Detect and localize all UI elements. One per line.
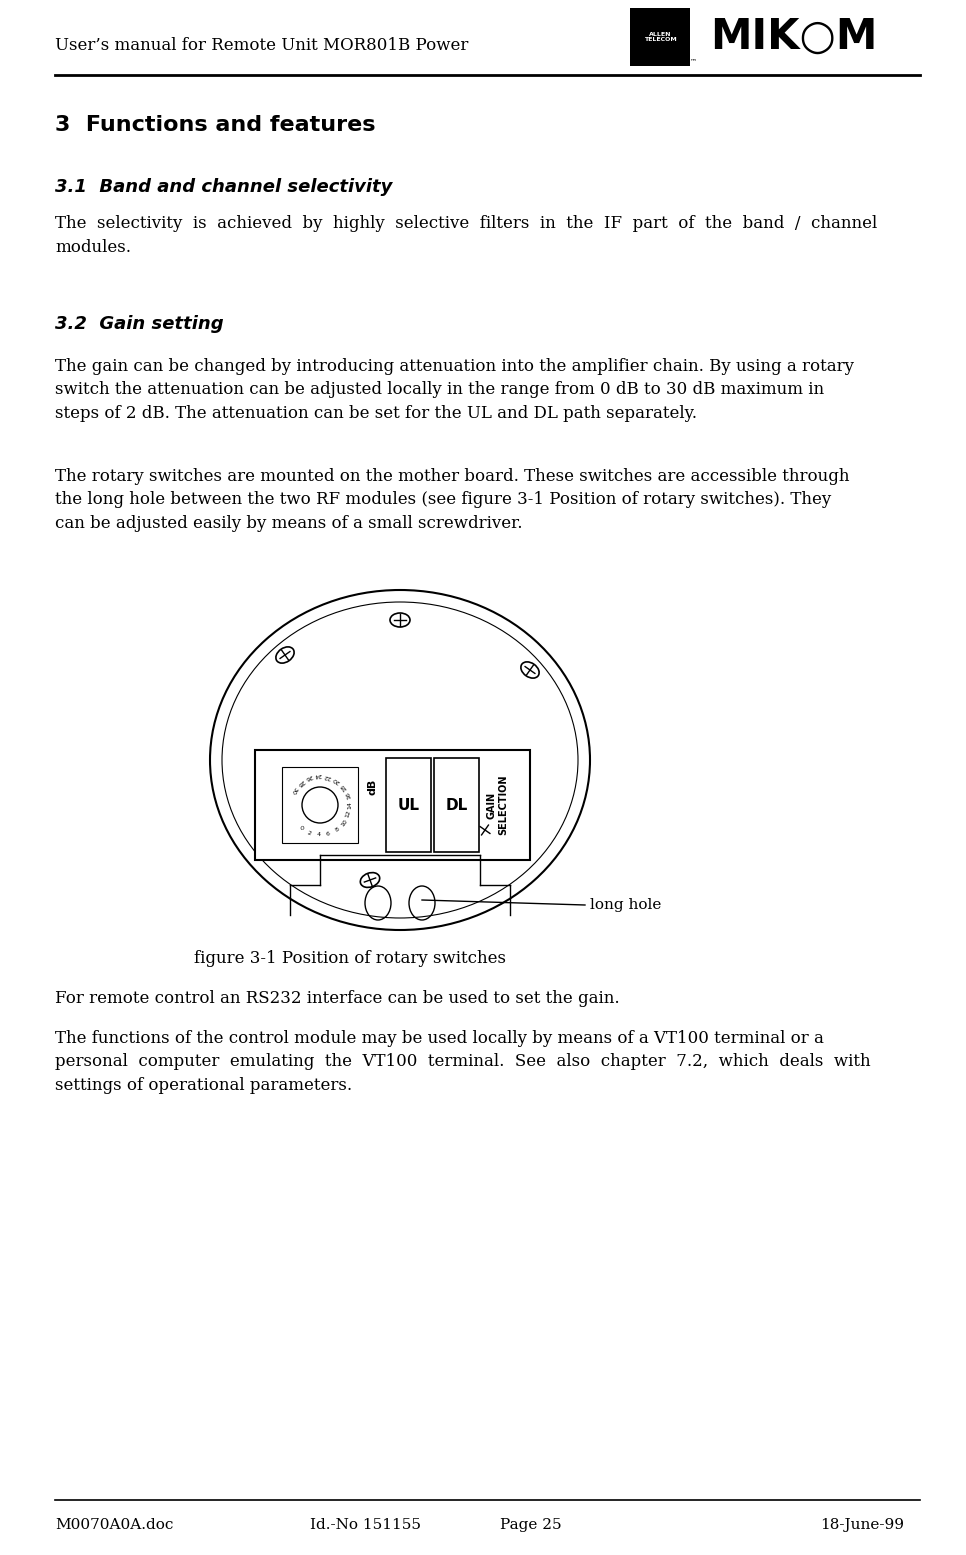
Text: 14: 14 xyxy=(348,801,353,809)
Text: 0: 0 xyxy=(298,824,304,830)
Text: For remote control an RS232 interface can be used to set the gain.: For remote control an RS232 interface ca… xyxy=(55,991,619,1008)
Text: 3  Functions and features: 3 Functions and features xyxy=(55,115,376,135)
Text: 24: 24 xyxy=(314,773,322,778)
Text: DL: DL xyxy=(445,798,468,813)
Text: 4: 4 xyxy=(317,832,321,838)
Text: 18-June-99: 18-June-99 xyxy=(820,1518,904,1532)
Text: 3.1  Band and channel selectivity: 3.1 Band and channel selectivity xyxy=(55,177,392,196)
Text: 3.2  Gain setting: 3.2 Gain setting xyxy=(55,316,223,333)
Text: 6: 6 xyxy=(326,830,330,837)
Text: The functions of the control module may be used locally by means of a VT100 term: The functions of the control module may … xyxy=(55,1029,870,1095)
Text: 10: 10 xyxy=(340,818,349,827)
Text: figure 3-1 Position of rotary switches: figure 3-1 Position of rotary switches xyxy=(194,950,506,967)
Bar xyxy=(386,757,431,852)
Text: MIK○M: MIK○M xyxy=(710,16,877,58)
Text: M0070A0A.doc: M0070A0A.doc xyxy=(55,1518,173,1532)
Text: long hole: long hole xyxy=(590,897,662,911)
Text: 22: 22 xyxy=(323,773,332,779)
Text: 12: 12 xyxy=(345,810,353,819)
Text: The  selectivity  is  achieved  by  highly  selective  filters  in  the  IF  par: The selectivity is achieved by highly se… xyxy=(55,215,877,255)
Text: dB: dB xyxy=(367,779,377,795)
Text: The gain can be changed by introducing attenuation into the amplifier chain. By : The gain can be changed by introducing a… xyxy=(55,358,854,421)
Text: 16: 16 xyxy=(345,790,352,799)
Bar xyxy=(255,750,530,860)
Text: 28: 28 xyxy=(296,778,305,787)
Bar xyxy=(630,8,690,65)
Text: 20: 20 xyxy=(332,776,341,784)
Bar xyxy=(434,757,479,852)
Text: UL: UL xyxy=(397,798,419,813)
Text: User’s manual for Remote Unit MOR801B Power: User’s manual for Remote Unit MOR801B Po… xyxy=(55,36,469,53)
Text: 18: 18 xyxy=(339,782,348,791)
Bar xyxy=(282,767,358,843)
Text: Page 25: Page 25 xyxy=(500,1518,561,1532)
Text: ™: ™ xyxy=(690,58,697,64)
Text: 8: 8 xyxy=(334,827,340,833)
Text: GAIN
SELECTION: GAIN SELECTION xyxy=(486,774,508,835)
Text: 30: 30 xyxy=(290,785,298,795)
Text: The rotary switches are mounted on the mother board. These switches are accessib: The rotary switches are mounted on the m… xyxy=(55,468,849,532)
Text: 26: 26 xyxy=(304,773,313,781)
Text: 2: 2 xyxy=(306,830,312,837)
Text: ALLEN
TELECOM: ALLEN TELECOM xyxy=(643,31,676,42)
Text: Id.-No 151155: Id.-No 151155 xyxy=(310,1518,421,1532)
Circle shape xyxy=(302,787,338,823)
